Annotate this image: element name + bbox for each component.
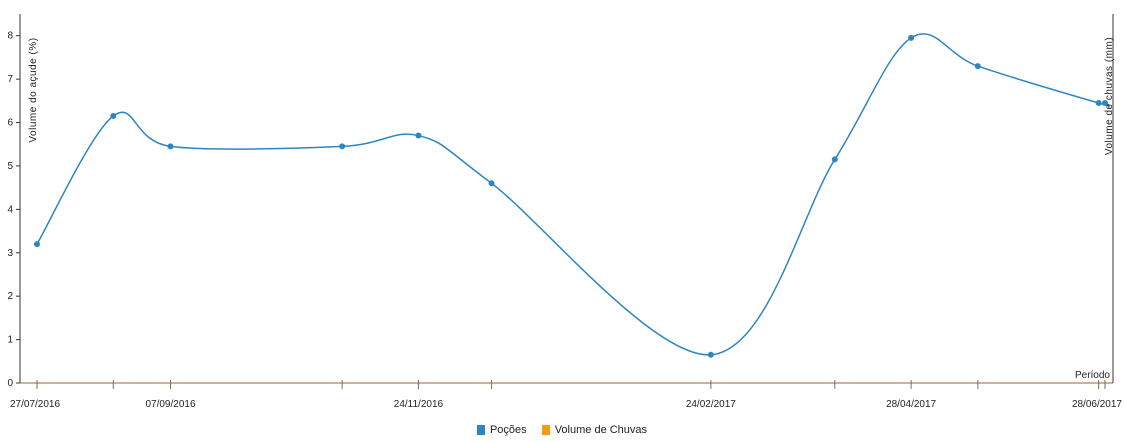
- y-tick-label: 4: [7, 204, 13, 215]
- y-tick-label: 0: [7, 378, 13, 389]
- data-point[interactable]: [488, 180, 495, 187]
- data-point[interactable]: [34, 241, 40, 248]
- y-tick-label: 6: [7, 118, 13, 129]
- data-point[interactable]: [167, 143, 174, 150]
- y-tick-label: 7: [7, 74, 13, 85]
- data-point[interactable]: [908, 34, 915, 41]
- y-axis-title-left: Volume do açude (%): [28, 37, 39, 142]
- data-point[interactable]: [1102, 99, 1108, 106]
- data-point[interactable]: [1095, 99, 1102, 106]
- x-tick-label: 24/11/2016: [394, 399, 444, 410]
- legend-item-volume-chuvas[interactable]: Volume de Chuvas: [541, 424, 648, 436]
- x-tick-label: 28/04/2017: [886, 399, 936, 410]
- x-ticks: 27/07/2016 07/09/2016 24/11/2016 24/02/2017…: [10, 380, 1122, 410]
- x-tick-label: 07/09/2016: [145, 399, 195, 410]
- x-tick-label: 28/06/2017: [1072, 399, 1122, 410]
- y-tick-label: 2: [7, 291, 13, 302]
- data-point[interactable]: [974, 63, 981, 70]
- legend-label-volume-chuvas: Volume de Chuvas: [554, 424, 648, 436]
- x-axis-title: Período: [1075, 370, 1110, 381]
- chart-axes: [19, 14, 1114, 384]
- data-points: [34, 34, 1108, 358]
- data-point[interactable]: [110, 113, 117, 120]
- legend-swatch-volume-chuvas: [541, 425, 550, 435]
- data-point[interactable]: [707, 351, 714, 358]
- y-axis-title-right: Volume de chuvas (mm): [1104, 37, 1115, 155]
- data-point[interactable]: [339, 143, 346, 150]
- y-tick-label: 1: [7, 335, 13, 346]
- legend-swatch-pocoes: [476, 425, 485, 435]
- y-ticks: 0 1 2 3 4 5 6 7 8: [7, 31, 20, 389]
- x-tick-label: 24/02/2017: [686, 399, 736, 410]
- x-tick-label: 27/07/2016: [10, 399, 60, 410]
- data-point[interactable]: [415, 132, 422, 139]
- y-tick-label: 8: [7, 31, 13, 42]
- legend-item-pocoes[interactable]: Poções: [476, 424, 527, 436]
- y-tick-label: 3: [7, 248, 13, 259]
- chart-legend: Poções Volume de Chuvas: [0, 424, 1124, 438]
- series-line-pocoes: [36, 33, 1111, 356]
- data-point[interactable]: [831, 156, 838, 163]
- y-tick-label: 5: [7, 161, 13, 172]
- legend-label-pocoes: Poções: [489, 424, 527, 436]
